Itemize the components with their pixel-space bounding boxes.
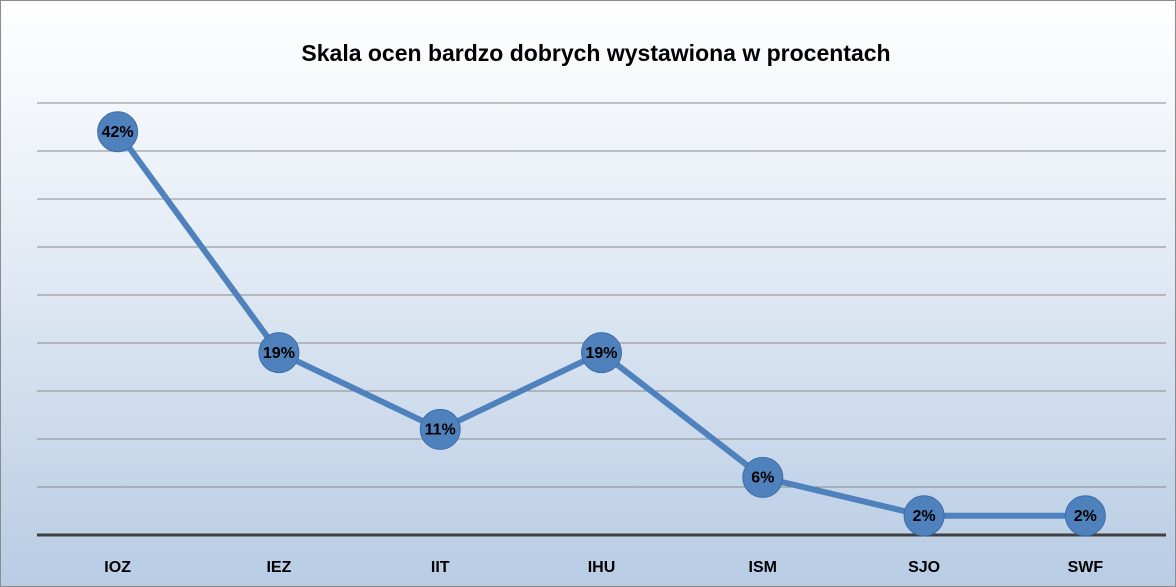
marker — [581, 332, 622, 374]
marker — [258, 332, 300, 374]
chart-title: Skala ocen bardzo dobrych wystawiona w p… — [301, 40, 890, 66]
x-tick-label: IOZ — [104, 559, 131, 576]
x-tick-label: IEZ — [266, 559, 291, 576]
data-label: 2% — [1074, 508, 1097, 525]
data-label: 19% — [585, 345, 617, 362]
data-label: 19% — [263, 345, 295, 362]
data-label: 6% — [751, 470, 774, 487]
data-label: 2% — [913, 508, 936, 525]
data-label: 11% — [425, 422, 456, 439]
marker — [1064, 495, 1106, 537]
x-tick-label: IHU — [588, 559, 616, 576]
data-label: 42% — [102, 124, 134, 141]
marker — [742, 456, 784, 498]
x-tick-label: SWF — [1068, 559, 1104, 576]
x-tick-label: IIT — [431, 559, 450, 576]
marker — [419, 408, 461, 450]
x-tick-label: ISM — [749, 559, 777, 576]
marker — [97, 111, 139, 153]
x-tick-label: SJO — [908, 559, 940, 576]
marker — [903, 495, 945, 537]
